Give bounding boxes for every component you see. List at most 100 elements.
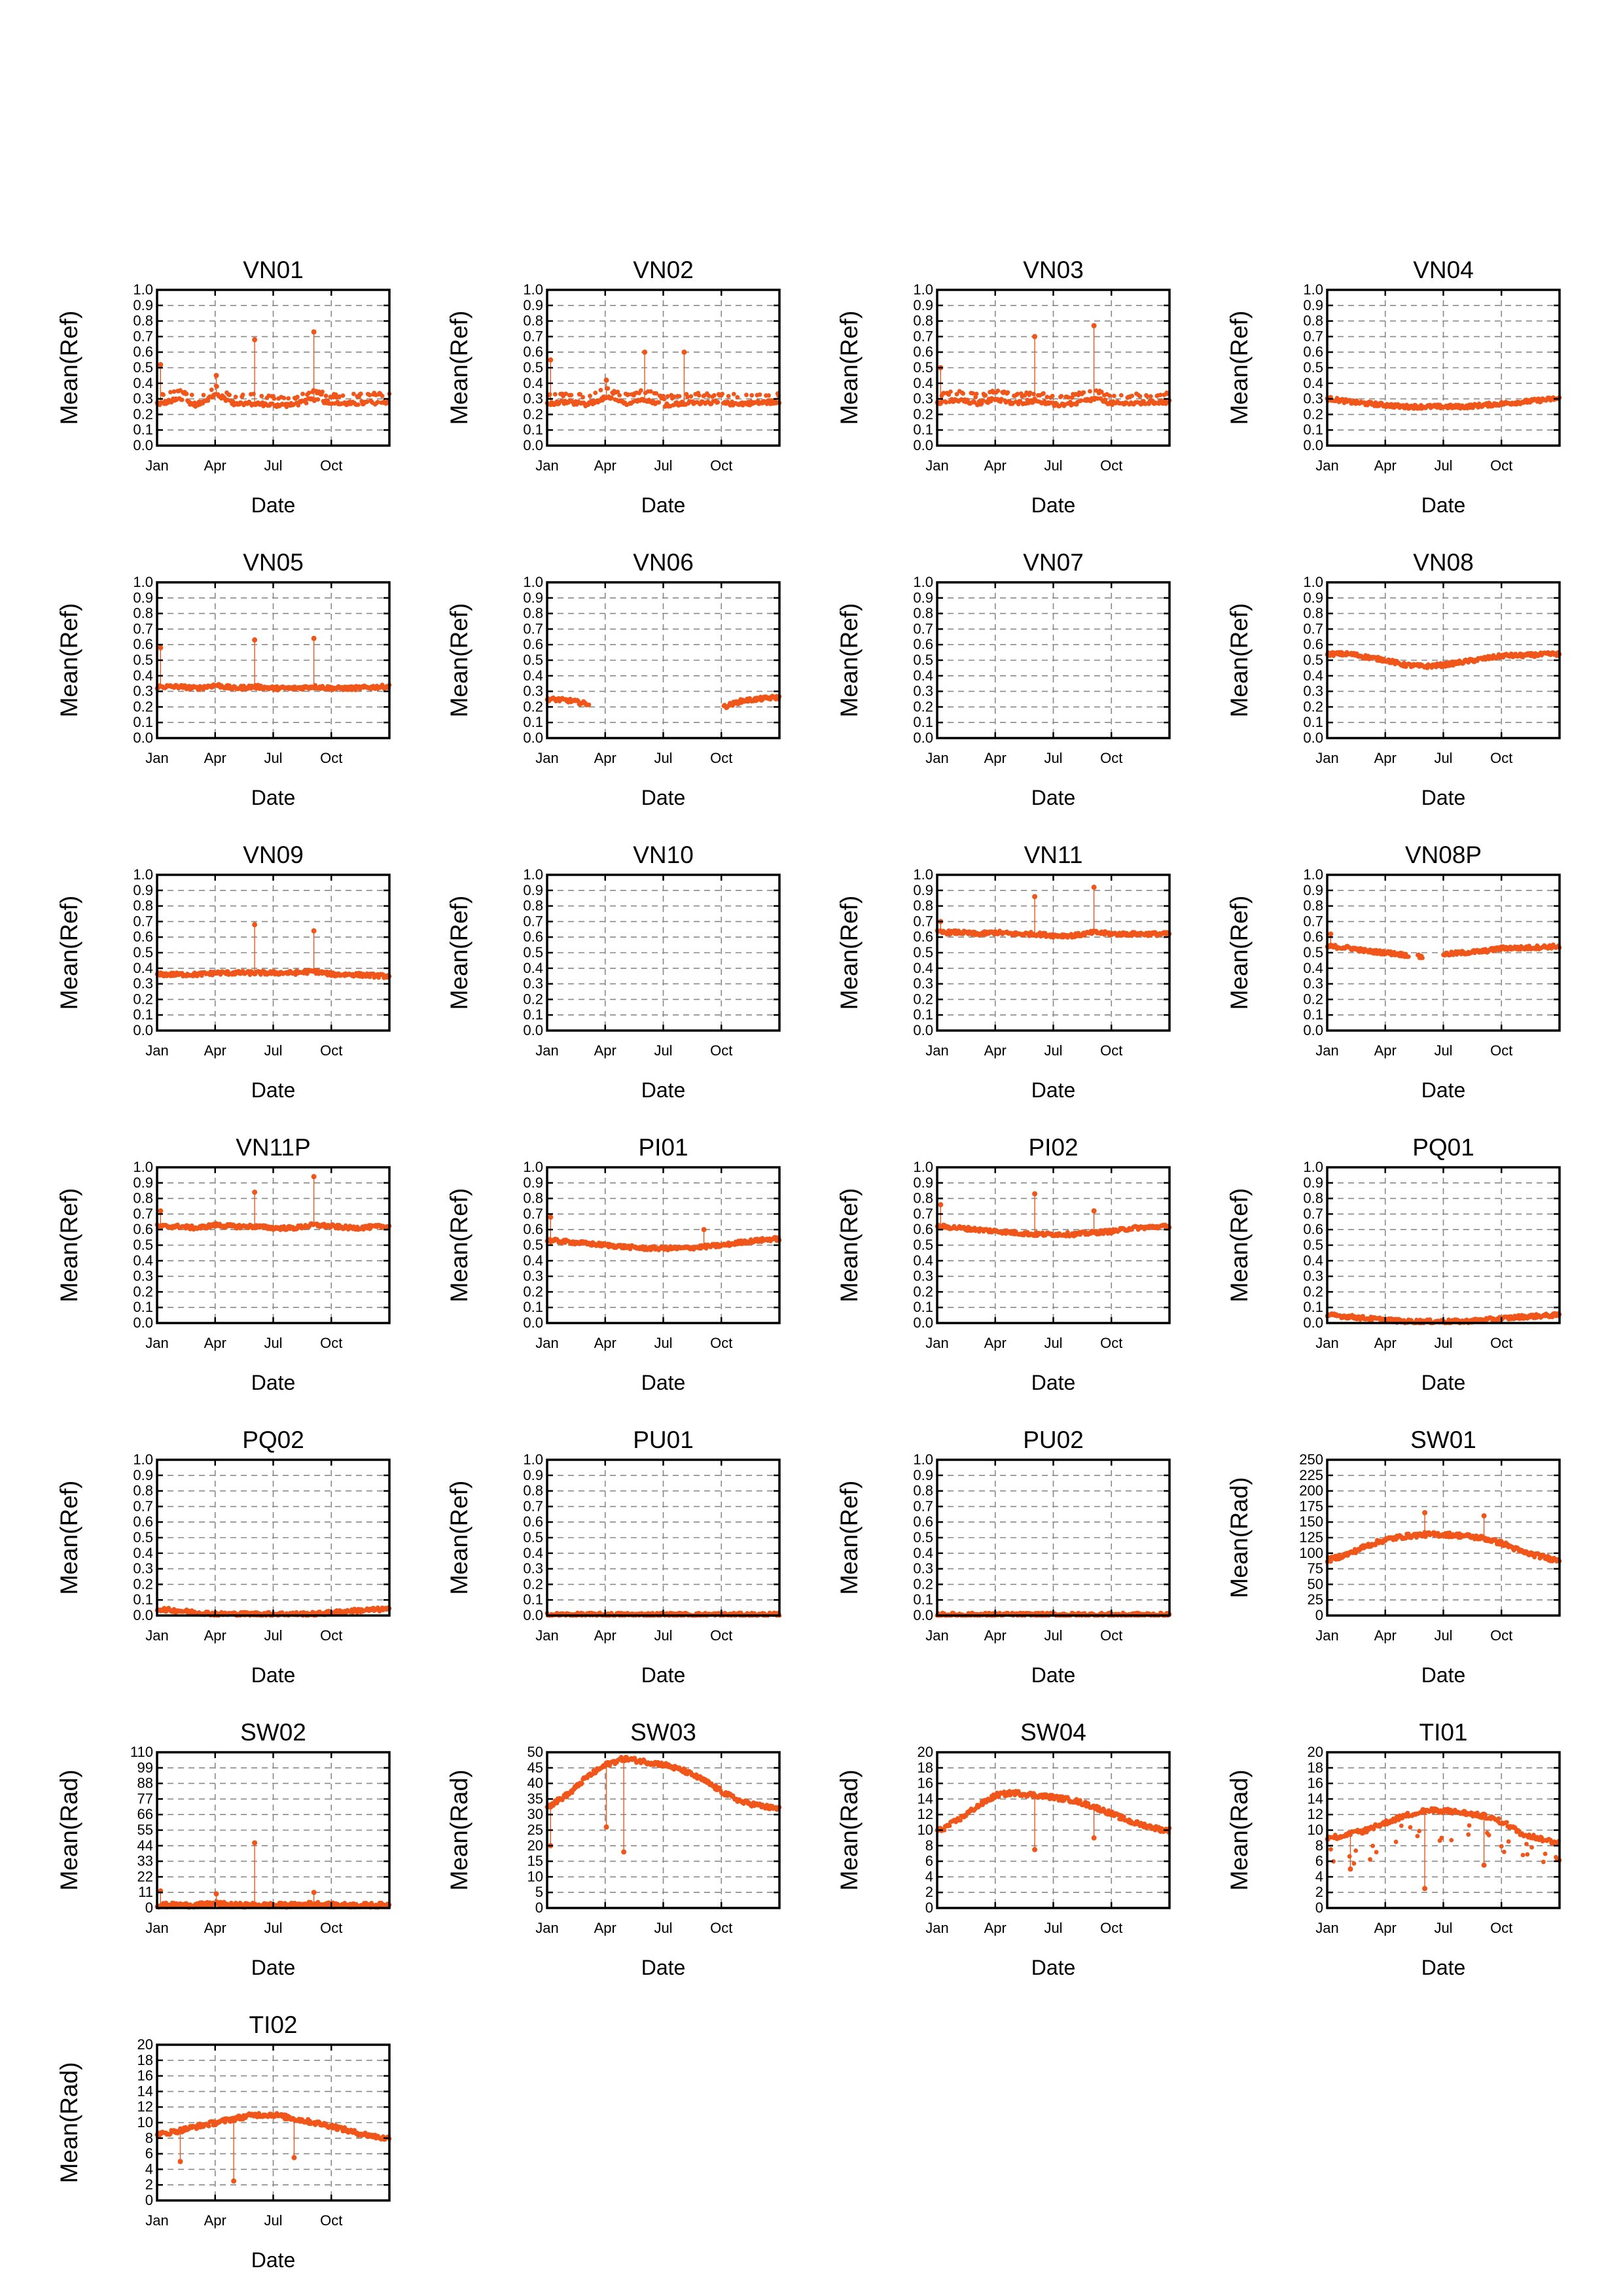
y-tick-label: 1.0 (133, 281, 153, 298)
data-point (1059, 393, 1064, 398)
y-tick-label: 0.8 (523, 605, 543, 622)
y-tick-label: 0.7 (523, 1205, 543, 1222)
x-tick-label: Jul (654, 457, 672, 474)
outlier-point (158, 645, 164, 650)
x-tick-label: Jul (654, 1335, 672, 1351)
grid (157, 875, 389, 1031)
data-point (744, 393, 749, 397)
x-axis: Jan Apr Jul Oct (1315, 290, 1561, 474)
y-tick-label: 0.3 (913, 1268, 933, 1284)
y-tick-label: 0.6 (523, 636, 543, 652)
data-point (272, 396, 277, 401)
y-tick-label: 0.9 (133, 297, 153, 313)
grid (937, 1167, 1169, 1323)
data-point (201, 393, 206, 398)
x-tick-label: Apr (204, 1335, 226, 1351)
y-tick-label: 0.7 (1303, 328, 1323, 344)
panel-title: PI01 (638, 1134, 688, 1161)
x-tick-label: Jul (1434, 750, 1452, 766)
y-tick-label: 0.2 (1303, 991, 1323, 1007)
x-tick-label: Jul (1044, 457, 1062, 474)
data-point (168, 389, 173, 395)
y-tick-label: 0.5 (133, 1237, 153, 1253)
y-axis-label: Mean(Ref) (1226, 896, 1253, 1010)
data-point (944, 400, 949, 405)
y-tick-label: 0.9 (913, 1174, 933, 1191)
x-tick-label: Apr (984, 1335, 1007, 1351)
outlier-point (311, 635, 317, 641)
panel-title: VN11 (1024, 841, 1083, 868)
y-axis-label: Mean(Ref) (56, 896, 82, 1010)
y-tick-label: 0.8 (913, 605, 933, 622)
x-tick-label: Oct (320, 750, 342, 766)
grid (547, 582, 779, 738)
x-axis-label: Date (1421, 1078, 1466, 1102)
panel-title: VN11P (236, 1134, 311, 1161)
panel-title: VN09 (243, 841, 304, 868)
data-point (688, 394, 694, 399)
x-axis-label: Date (251, 493, 296, 517)
y-tick-label: 0.7 (1303, 620, 1323, 637)
y-axis-label: Mean(Ref) (56, 1481, 82, 1595)
y-tick-label: 0.1 (913, 1006, 933, 1023)
data-point (948, 389, 953, 395)
data-point (665, 394, 670, 399)
data-point (286, 396, 291, 401)
y-tick-label: 0.3 (523, 976, 543, 992)
y-axis-label: Mean(Ref) (56, 603, 82, 718)
y-tick-label: 0.1 (523, 1299, 543, 1315)
data-point (980, 398, 986, 403)
data-point (1118, 393, 1124, 398)
y-tick-label: 0.7 (913, 913, 933, 929)
y-tick-label: 0.0 (913, 1022, 933, 1038)
panel-title: PQ02 (242, 1426, 304, 1453)
data-point (609, 395, 614, 400)
data-point (179, 397, 185, 402)
x-tick-label: Apr (1374, 1335, 1397, 1351)
x-tick-label: Jul (654, 1042, 672, 1059)
data-point (706, 393, 711, 398)
y-tick-label: 0.6 (133, 928, 153, 945)
y-axis-label: Mean(Ref) (446, 1188, 473, 1303)
grid (157, 582, 389, 738)
y-tick-label: 1.0 (523, 866, 543, 883)
data-point (726, 393, 731, 398)
y-tick-label: 0.2 (133, 1576, 153, 1592)
x-tick-label: Oct (710, 750, 732, 766)
data-point (320, 389, 325, 395)
x-tick-label: Oct (710, 1042, 732, 1059)
y-tick-label: 0.2 (133, 1283, 153, 1299)
data-point (281, 395, 287, 400)
data-point (1044, 395, 1050, 400)
panel-vn06: 0.00.10.20.30.40.50.60.70.80.91.0 Jan Apr J… (446, 549, 782, 809)
y-tick-label: 1.0 (1303, 281, 1323, 298)
y-tick-label: 0.5 (133, 359, 153, 376)
data-point (656, 400, 662, 405)
outlier-point (252, 637, 258, 643)
data-point (365, 399, 370, 404)
data-point (1406, 954, 1411, 959)
data-point (677, 394, 682, 399)
y-tick-label: 0.5 (1303, 944, 1323, 961)
x-tick-label: Oct (710, 457, 732, 474)
y-tick-label: 0.1 (1303, 1299, 1323, 1315)
y-axis: 0.00.10.20.30.40.50.60.70.80.91.0 (913, 281, 1169, 453)
y-tick-label: 0.2 (523, 698, 543, 715)
x-axis-label: Date (1421, 1371, 1466, 1394)
data-point (662, 397, 667, 402)
y-tick-label: 0.8 (523, 898, 543, 914)
y-tick-label: 0.2 (133, 698, 153, 715)
y-tick-label: 0.1 (1303, 421, 1323, 438)
outlier-point (938, 1202, 944, 1208)
data-point (711, 393, 717, 398)
panel-title: PI02 (1028, 1134, 1078, 1161)
y-tick-label: 1.0 (913, 1159, 933, 1175)
y-tick-label: 1.0 (133, 1159, 153, 1175)
data-point (358, 391, 363, 397)
panel-vn11: 0.00.10.20.30.40.50.60.70.80.91.0 Jan Apr J… (836, 841, 1172, 1102)
x-tick-label: Oct (1490, 457, 1512, 474)
y-tick-label: 0.0 (1303, 730, 1323, 746)
panel-title: VN04 (1413, 256, 1474, 283)
y-tick-label: 0.6 (913, 928, 933, 945)
